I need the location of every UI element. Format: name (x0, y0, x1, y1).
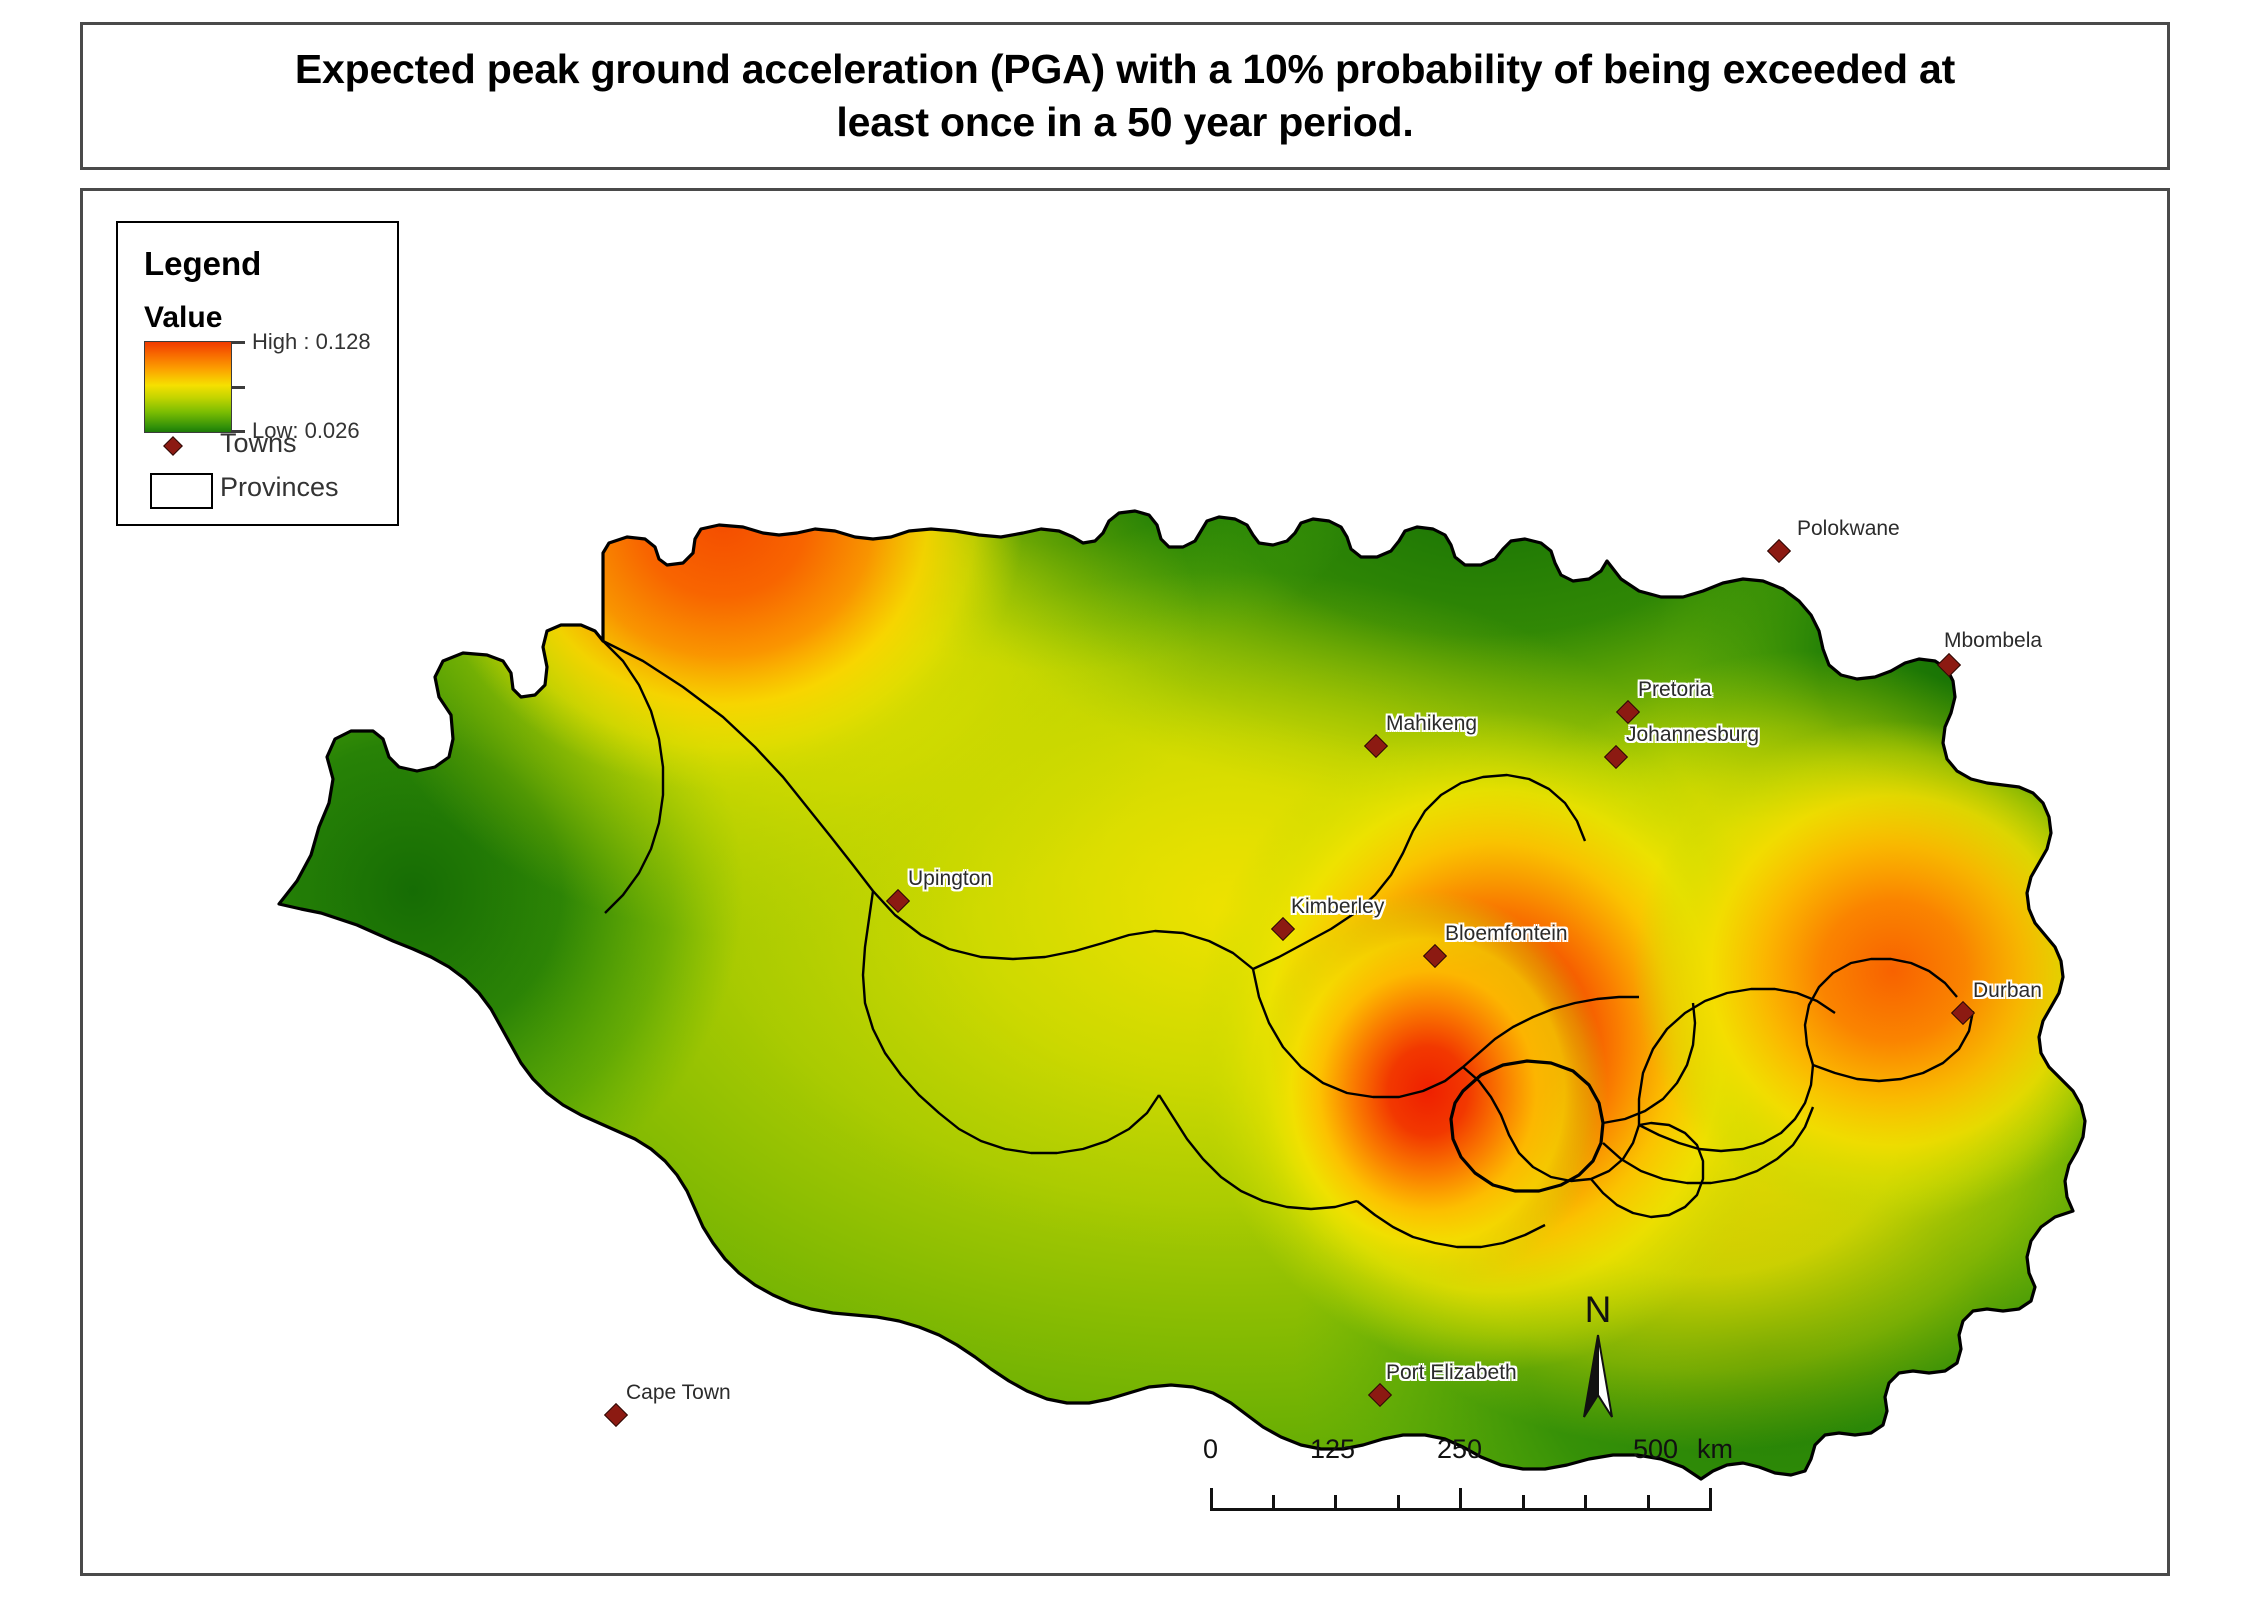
legend-provinces-label: Provinces (220, 472, 339, 502)
scale-bar-axis (1210, 1486, 1712, 1511)
map-canvas[interactable]: Polokwane Mbombela Pretoria Johannesburg Mah… (83, 191, 2167, 1573)
scale-label-125: 125 (1310, 1434, 1356, 1464)
ramp-tick-high (232, 341, 245, 344)
ramp-tick-low (232, 430, 245, 433)
south-africa-pga-raster (277, 509, 2087, 1481)
ramp-tick-mid (232, 386, 245, 389)
scale-tick (1647, 1495, 1650, 1511)
scale-label-250: 250 (1437, 1434, 1483, 1464)
legend-heading: Legend (144, 245, 262, 282)
legend-provinces-row: Provinces (148, 471, 398, 513)
scale-unit-label: km (1697, 1434, 1733, 1464)
town-marker-icon (163, 436, 183, 456)
legend-panel: Legend Value High : 0.128 Low: 0.026 Tow… (116, 221, 399, 526)
north-arrow-icon (1583, 1334, 1613, 1418)
province-swatch-icon (150, 473, 213, 509)
lesotho-enclave-outline (1449, 1059, 1605, 1193)
town-label: Port Elizabeth (1386, 1361, 1517, 1384)
town-label: Polokwane (1797, 517, 1900, 540)
town-label: Upington (908, 867, 993, 890)
town-label: Mbombela (1944, 629, 2043, 652)
scale-tick (1210, 1488, 1213, 1511)
town-label: Mahikeng (1386, 712, 1478, 735)
legend-color-ramp-row: High : 0.128 Low: 0.026 (144, 329, 384, 443)
title-frame: Expected peak ground acceleration (PGA) … (80, 22, 2170, 170)
scale-tick (1709, 1488, 1712, 1511)
scale-label-500: 500 (1633, 1434, 1679, 1464)
legend-towns-row: Towns (148, 428, 398, 463)
legend-high-label: High : 0.128 (252, 329, 371, 354)
town-label: Johannesburg (1626, 723, 1760, 746)
town-label: Pretoria (1638, 678, 1712, 701)
town-label: Bloemfontein (1445, 922, 1568, 945)
country-outline (277, 509, 2087, 1481)
province-boundaries (602, 639, 1975, 1249)
scale-tick (1522, 1495, 1525, 1511)
scale-tick (1397, 1495, 1400, 1511)
north-arrow-label: N (1584, 1289, 1612, 1330)
scale-tick (1334, 1495, 1337, 1511)
town-label: Durban (1973, 979, 2042, 1002)
scale-tick (1272, 1495, 1275, 1511)
legend-low-label: Low: 0.026 (252, 418, 360, 443)
legend-towns-label: Towns (220, 428, 297, 458)
legend-color-ramp (144, 341, 232, 433)
town-label: Cape Town (626, 1381, 731, 1404)
map-frame: Polokwane Mbombela Pretoria Johannesburg Mah… (80, 188, 2170, 1576)
pga-surface (279, 511, 2085, 1479)
page-title: Expected peak ground acceleration (PGA) … (294, 45, 1956, 145)
scale-tick (1584, 1495, 1587, 1511)
legend-value-heading: Value (144, 301, 223, 334)
scale-tick (1459, 1488, 1462, 1511)
north-arrow: N (1563, 1289, 1633, 1419)
scale-bar: 0 125 250 500 km (1203, 1434, 1733, 1514)
scale-label-0: 0 (1203, 1434, 1219, 1464)
town-label: Kimberley (1291, 895, 1385, 918)
